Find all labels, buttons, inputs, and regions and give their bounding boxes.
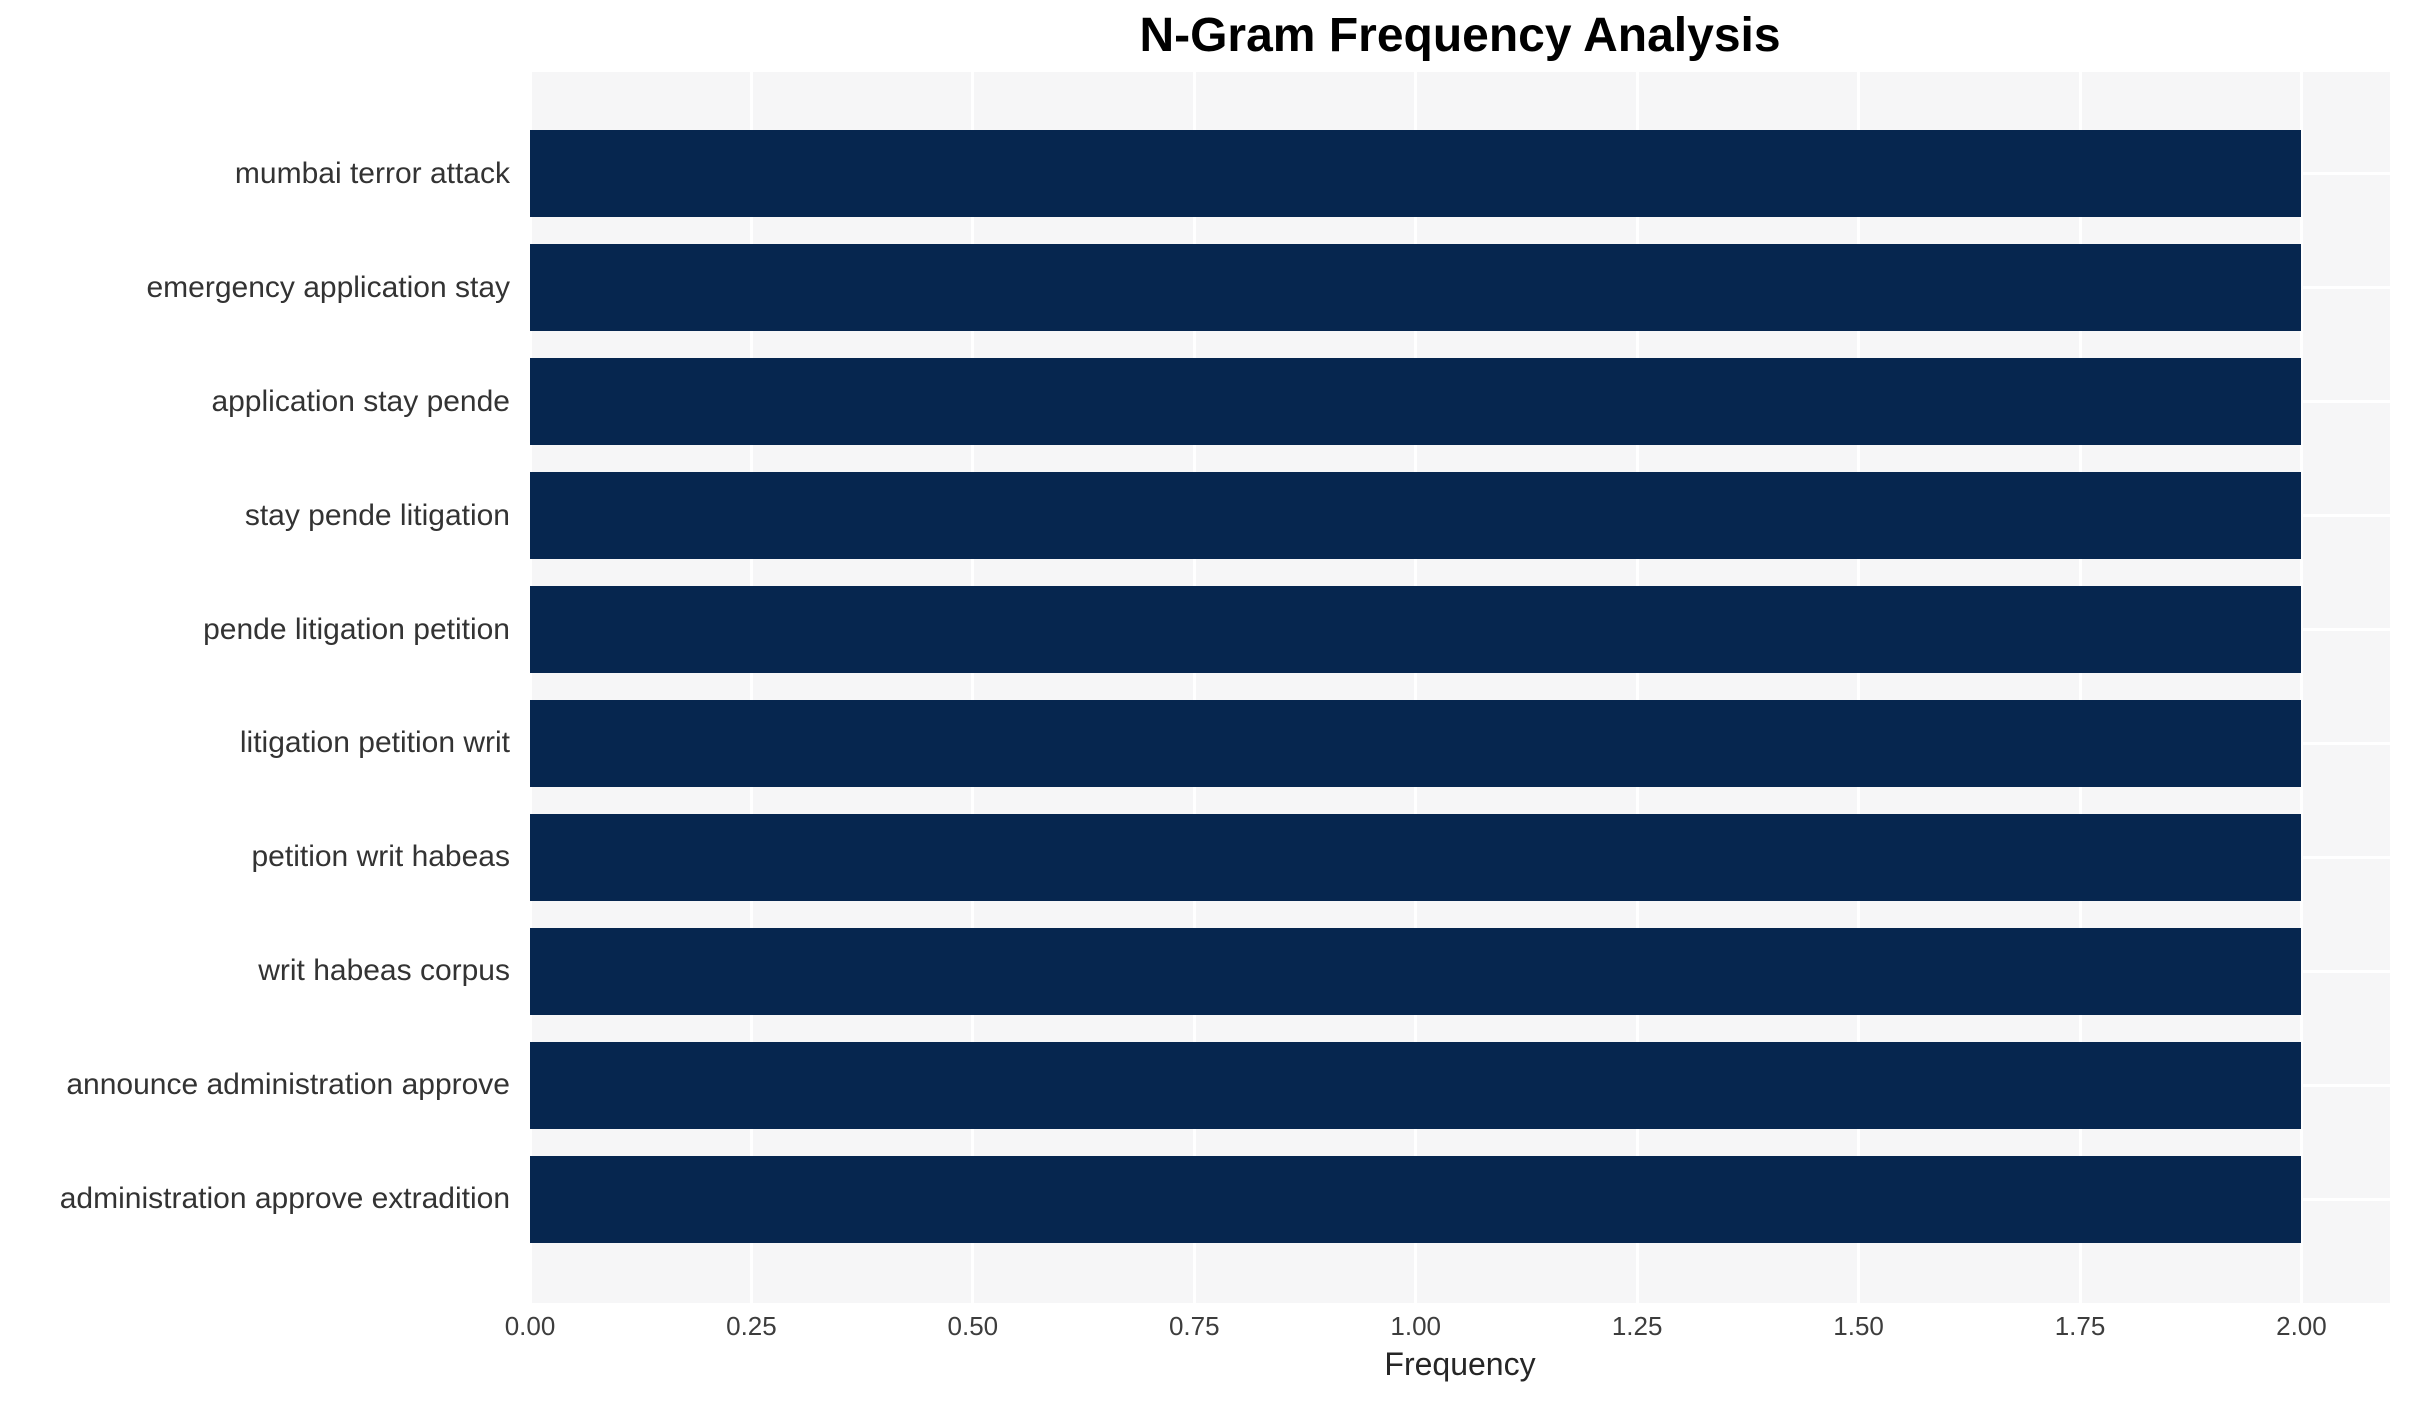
gridline-vertical <box>2078 72 2082 1303</box>
bar <box>530 699 2302 787</box>
y-axis-labels: mumbai terror attack emergency applicatio… <box>0 0 520 1402</box>
gridline-vertical <box>1635 72 1639 1303</box>
y-tick-label: pende litigation petition <box>203 612 510 646</box>
gridline-vertical <box>1414 72 1418 1303</box>
x-tick-label: 1.75 <box>2054 1311 2106 1341</box>
gridline-vertical <box>2299 72 2303 1303</box>
bar <box>530 130 2302 218</box>
y-tick-label: emergency application stay <box>146 270 510 304</box>
y-tick-label: litigation petition writ <box>239 726 510 760</box>
x-tick-label: 0.75 <box>1168 1311 1220 1341</box>
y-tick-label: writ habeas corpus <box>258 954 510 988</box>
bar <box>530 927 2302 1015</box>
gridline-vertical <box>971 72 975 1303</box>
gridline-vertical <box>1192 72 1196 1303</box>
bar <box>530 1041 2302 1129</box>
y-tick-label: mumbai terror attack <box>234 156 510 190</box>
gridline-vertical <box>749 72 753 1303</box>
x-tick-label: 1.50 <box>1833 1311 1884 1341</box>
bar <box>530 244 2302 332</box>
bar <box>530 813 2302 901</box>
x-tick-label: 2.00 <box>2276 1311 2327 1341</box>
gridline-vertical <box>530 72 532 1303</box>
x-tick-label: 0.50 <box>947 1311 999 1341</box>
y-tick-label: administration approve extradition <box>59 1182 510 1216</box>
x-tick-label: 0.25 <box>726 1311 777 1341</box>
bar <box>530 1155 2302 1243</box>
plot-area <box>530 72 2390 1303</box>
y-tick-label: announce administration approve <box>66 1068 510 1102</box>
bar <box>530 586 2302 674</box>
chart-title: N-Gram Frequency Analysis <box>1139 9 1781 62</box>
bar <box>530 472 2302 560</box>
x-axis-label: Frequency <box>1384 1346 1536 1382</box>
y-tick-label: petition writ habeas <box>251 840 511 874</box>
y-tick-label: application stay pende <box>211 384 510 418</box>
x-tick-label: 1.00 <box>1390 1311 1442 1341</box>
bar <box>530 358 2302 446</box>
x-tick-label: 1.25 <box>1611 1311 1663 1341</box>
gridline-vertical <box>1857 72 1861 1303</box>
y-tick-label: stay pende litigation <box>244 498 510 532</box>
